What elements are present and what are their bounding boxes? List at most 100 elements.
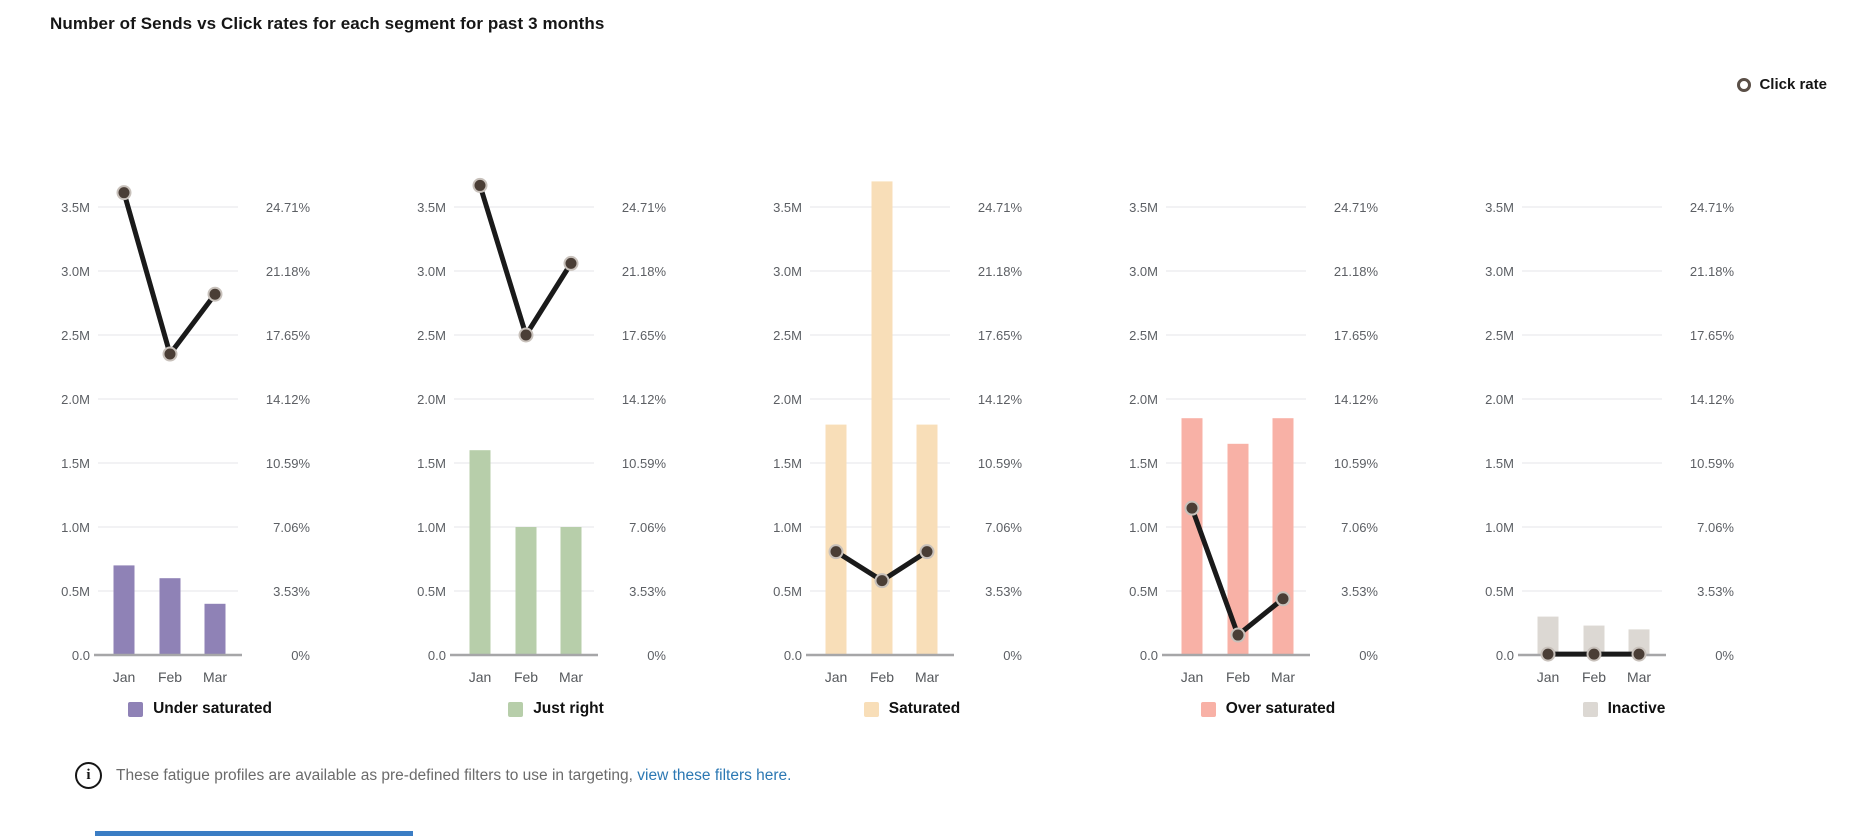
right-axis-tick: 17.65% <box>1334 328 1379 343</box>
legend-over-saturated[interactable]: Over saturated <box>1090 700 1446 718</box>
sends-bar-mar[interactable] <box>916 424 938 655</box>
sends-bar-mar[interactable] <box>560 527 582 655</box>
segment-chart-just-right: 0.0 0% 0.5M 3.53% 1.0M 7.06% 1.5M 10.59% 2.0M 14.… <box>378 145 734 697</box>
left-axis-tick: 2.5M <box>417 328 446 343</box>
legend-just-right[interactable]: Just right <box>378 700 734 718</box>
click-rate-point-mar[interactable] <box>1631 646 1647 662</box>
segment-chart-over-saturated: 0.0 0% 0.5M 3.53% 1.0M 7.06% 1.5M 10.59% 2.0M 14.… <box>1090 145 1446 697</box>
click-rate-point-jan[interactable] <box>116 185 132 201</box>
x-axis-label: Jan <box>469 669 492 685</box>
sends-bar-jan[interactable] <box>469 450 491 655</box>
left-axis-tick: 1.5M <box>61 456 90 471</box>
right-axis-tick: 24.71% <box>978 200 1023 215</box>
right-axis-tick: 0% <box>1003 648 1022 663</box>
sends-bar-jan[interactable] <box>1537 616 1559 655</box>
click-rate-point-feb[interactable] <box>1230 627 1246 643</box>
segment-chart-saturated: 0.0 0% 0.5M 3.53% 1.0M 7.06% 1.5M 10.59% 2.0M 14.… <box>734 145 1090 697</box>
legend-swatch <box>1200 701 1216 717</box>
legend-label: Under saturated <box>153 700 272 717</box>
left-axis-tick: 2.0M <box>417 392 446 407</box>
click-rate-point-mar[interactable] <box>563 255 579 271</box>
x-axis-label: Feb <box>1226 669 1250 685</box>
sends-bar-feb[interactable] <box>871 181 893 655</box>
sends-bar-jan[interactable] <box>113 565 135 655</box>
click-rate-point-feb[interactable] <box>1586 646 1602 662</box>
left-axis-tick: 1.5M <box>417 456 446 471</box>
right-axis-tick: 14.12% <box>1334 392 1379 407</box>
x-axis-label: Feb <box>1582 669 1606 685</box>
click-rate-point-mar[interactable] <box>1275 591 1291 607</box>
right-axis-tick: 3.53% <box>273 584 310 599</box>
sends-bar-feb[interactable] <box>515 527 537 655</box>
right-axis-tick: 7.06% <box>629 520 666 535</box>
legend-inactive[interactable]: Inactive <box>1446 700 1802 718</box>
right-axis-tick: 14.12% <box>978 392 1023 407</box>
click-rate-point-jan[interactable] <box>828 544 844 560</box>
right-axis-tick: 24.71% <box>1334 200 1379 215</box>
click-rate-point-jan[interactable] <box>1184 500 1200 516</box>
view-filters-link[interactable]: view these filters here. <box>637 766 792 784</box>
right-axis-tick: 7.06% <box>273 520 310 535</box>
left-axis-tick: 2.5M <box>61 328 90 343</box>
right-axis-tick: 24.71% <box>266 200 311 215</box>
left-axis-tick: 3.0M <box>417 264 446 279</box>
x-axis-label: Jan <box>1181 669 1204 685</box>
sends-bar-jan[interactable] <box>825 424 847 655</box>
right-axis-tick: 14.12% <box>622 392 667 407</box>
right-axis-tick: 3.53% <box>1697 584 1734 599</box>
right-axis-tick: 21.18% <box>1690 264 1735 279</box>
right-axis-tick: 0% <box>1359 648 1378 663</box>
segment-chart-under-saturated: 0.0 0% 0.5M 3.53% 1.0M 7.06% 1.5M 10.59% 2.0M 14.… <box>22 145 378 697</box>
sends-bar-jan[interactable] <box>1181 418 1203 655</box>
left-axis-tick: 1.5M <box>1485 456 1514 471</box>
right-axis-tick: 10.59% <box>1690 456 1735 471</box>
x-axis-label: Mar <box>559 669 583 685</box>
click-rate-point-jan[interactable] <box>472 177 488 193</box>
x-axis-label: Jan <box>113 669 136 685</box>
x-axis-label: Mar <box>1627 669 1651 685</box>
x-axis-label: Feb <box>870 669 894 685</box>
right-axis-tick: 3.53% <box>629 584 666 599</box>
click-rate-point-mar[interactable] <box>919 544 935 560</box>
sends-bar-feb[interactable] <box>1583 625 1605 655</box>
right-axis-tick: 21.18% <box>978 264 1023 279</box>
left-axis-tick: 1.5M <box>773 456 802 471</box>
click-rate-point-feb[interactable] <box>518 327 534 343</box>
left-axis-tick: 2.0M <box>1485 392 1514 407</box>
left-axis-tick: 0.0 <box>1496 648 1514 663</box>
right-axis-tick: 7.06% <box>985 520 1022 535</box>
legend-under-saturated[interactable]: Under saturated <box>22 700 378 718</box>
click-rate-point-feb[interactable] <box>162 346 178 362</box>
x-axis-label: Feb <box>158 669 182 685</box>
left-axis-tick: 3.0M <box>1129 264 1158 279</box>
sends-bar-feb[interactable] <box>159 578 181 655</box>
sends-bar-mar[interactable] <box>204 603 226 655</box>
right-axis-tick: 17.65% <box>1690 328 1735 343</box>
click-rate-point-mar[interactable] <box>207 286 223 302</box>
x-axis-label: Mar <box>1271 669 1295 685</box>
charts-row: 0.0 0% 0.5M 3.53% 1.0M 7.06% 1.5M 10.59% 2.0M 14.… <box>22 145 1812 697</box>
footnote-static-text: These fatigue profiles are available as … <box>116 766 638 784</box>
left-axis-tick: 2.5M <box>1129 328 1158 343</box>
legend-saturated[interactable]: Saturated <box>734 700 1090 718</box>
left-axis-tick: 3.5M <box>417 200 446 215</box>
left-axis-tick: 1.0M <box>417 520 446 535</box>
left-axis-tick: 1.5M <box>1129 456 1158 471</box>
sends-bar-feb[interactable] <box>1227 443 1249 655</box>
sends-bar-mar[interactable] <box>1272 418 1294 655</box>
click-rate-point-feb[interactable] <box>874 573 890 589</box>
right-axis-tick: 3.53% <box>1341 584 1378 599</box>
click-rate-legend[interactable]: Click rate <box>1737 76 1827 93</box>
sends-bar-mar[interactable] <box>1628 629 1650 655</box>
left-axis-tick: 1.0M <box>61 520 90 535</box>
click-rate-point-jan[interactable] <box>1540 646 1556 662</box>
click-rate-legend-label: Click rate <box>1759 76 1827 93</box>
left-axis-tick: 0.0 <box>784 648 802 663</box>
click-rate-marker-icon <box>1737 77 1752 92</box>
left-axis-tick: 2.5M <box>773 328 802 343</box>
right-axis-tick: 21.18% <box>266 264 311 279</box>
left-axis-tick: 0.5M <box>1129 584 1158 599</box>
left-axis-tick: 1.0M <box>773 520 802 535</box>
left-axis-tick: 1.0M <box>1485 520 1514 535</box>
footnote-text: These fatigue profiles are available as … <box>116 767 792 785</box>
